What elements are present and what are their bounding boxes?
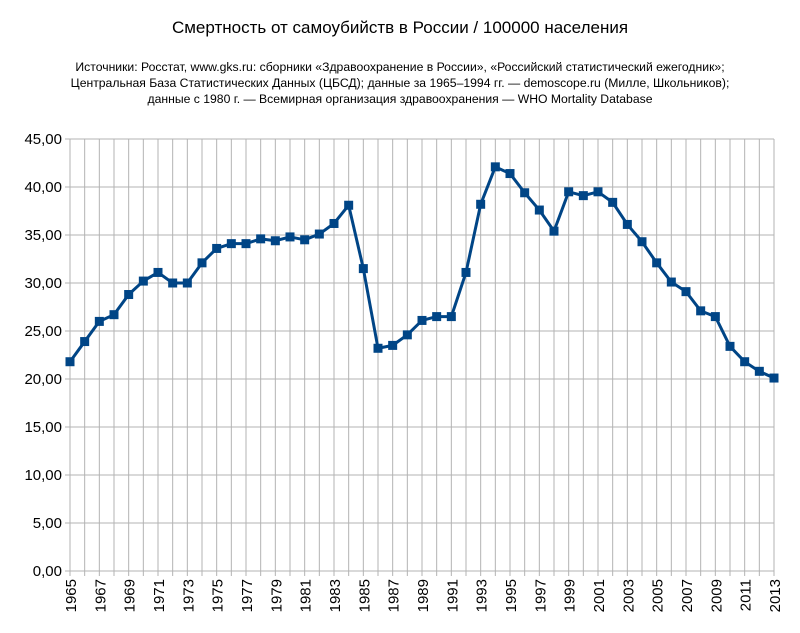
x-tick-label: 1965 (63, 579, 80, 612)
x-tick-label: 1977 (239, 579, 256, 612)
x-tick-label: 1989 (415, 579, 432, 612)
data-point (182, 278, 192, 288)
chart-sources-line-1: Источники: Росстат, www.gks.ru: сборники… (75, 60, 725, 74)
y-tick-label: 25,00 (24, 323, 62, 340)
data-point (578, 191, 588, 201)
data-point (358, 264, 368, 274)
x-tick-label: 2001 (591, 579, 608, 612)
data-point (446, 312, 456, 322)
data-point (300, 235, 310, 245)
x-tick-label: 1999 (562, 579, 579, 612)
data-point (241, 239, 251, 249)
y-tick-label: 40,00 (24, 179, 62, 196)
x-tick-label: 1969 (122, 579, 139, 612)
data-point (94, 316, 104, 326)
data-point (637, 237, 647, 247)
data-point (505, 169, 515, 179)
y-tick-label: 10,00 (24, 467, 62, 484)
data-point (314, 229, 324, 239)
data-point (769, 373, 779, 383)
x-tick-label: 1967 (92, 579, 109, 612)
chart-sources-line-2: Центральная База Статистических Данных (… (70, 76, 730, 90)
x-tick-label: 1991 (444, 579, 461, 612)
data-point (461, 267, 471, 277)
data-point (666, 277, 676, 287)
data-point (138, 276, 148, 286)
y-tick-label: 45,00 (24, 131, 62, 148)
x-tick-label: 2011 (738, 579, 755, 611)
data-point (373, 343, 383, 353)
data-point (725, 341, 735, 351)
y-tick-label: 35,00 (24, 227, 62, 244)
data-point (124, 290, 134, 300)
data-point (285, 232, 295, 242)
x-tick-label: 1995 (503, 579, 520, 612)
y-tick-label: 0,00 (33, 563, 62, 580)
x-tick-label: 2009 (708, 579, 725, 612)
x-tick-label: 1975 (210, 579, 227, 612)
data-point (65, 357, 75, 367)
data-point (549, 226, 559, 236)
data-point (564, 187, 574, 197)
data-point (270, 236, 280, 246)
data-point (256, 234, 266, 244)
x-tick-label: 1983 (327, 579, 344, 612)
data-point (329, 218, 339, 228)
data-point (197, 258, 207, 268)
x-tick-label: 1971 (151, 579, 168, 612)
chart-title: Смертность от самоубийств в России / 100… (171, 18, 629, 37)
x-tick-label: 1985 (356, 579, 373, 612)
data-point (593, 187, 603, 197)
x-tick-label: 1987 (386, 579, 403, 612)
data-point (432, 312, 442, 322)
data-point (153, 267, 163, 277)
x-tick-label: 2007 (679, 579, 696, 612)
data-point (710, 312, 720, 322)
y-tick-label: 20,00 (24, 371, 62, 388)
x-tick-label: 1993 (474, 579, 491, 612)
y-tick-label: 15,00 (24, 419, 62, 436)
x-tick-label: 2005 (650, 579, 667, 612)
data-point (622, 219, 632, 229)
data-point (388, 340, 398, 350)
data-point (652, 258, 662, 268)
data-point (168, 278, 178, 288)
data-point (608, 197, 618, 207)
y-tick-label: 5,00 (33, 515, 62, 532)
data-point (520, 188, 530, 198)
x-tick-label: 1981 (298, 579, 315, 612)
data-point (402, 330, 412, 340)
data-point (80, 337, 90, 347)
data-point (534, 205, 544, 215)
data-point (681, 287, 691, 297)
x-tick-label: 2003 (620, 579, 637, 612)
data-point (490, 162, 500, 172)
x-tick-label: 1979 (268, 579, 285, 612)
data-point (212, 243, 222, 253)
data-point (109, 310, 119, 320)
x-tick-label: 1997 (532, 579, 549, 612)
data-point (740, 357, 750, 367)
data-point (476, 199, 486, 209)
y-tick-label: 30,00 (24, 275, 62, 292)
data-point (754, 366, 764, 376)
data-point (417, 315, 427, 325)
data-point (696, 306, 706, 316)
chart-sources-line-3: данные с 1980 г. — Всемирная организация… (147, 92, 653, 106)
x-tick-label: 1973 (180, 579, 197, 612)
data-point (226, 239, 236, 249)
x-tick-label: 2013 (767, 579, 784, 612)
data-point (344, 200, 354, 210)
